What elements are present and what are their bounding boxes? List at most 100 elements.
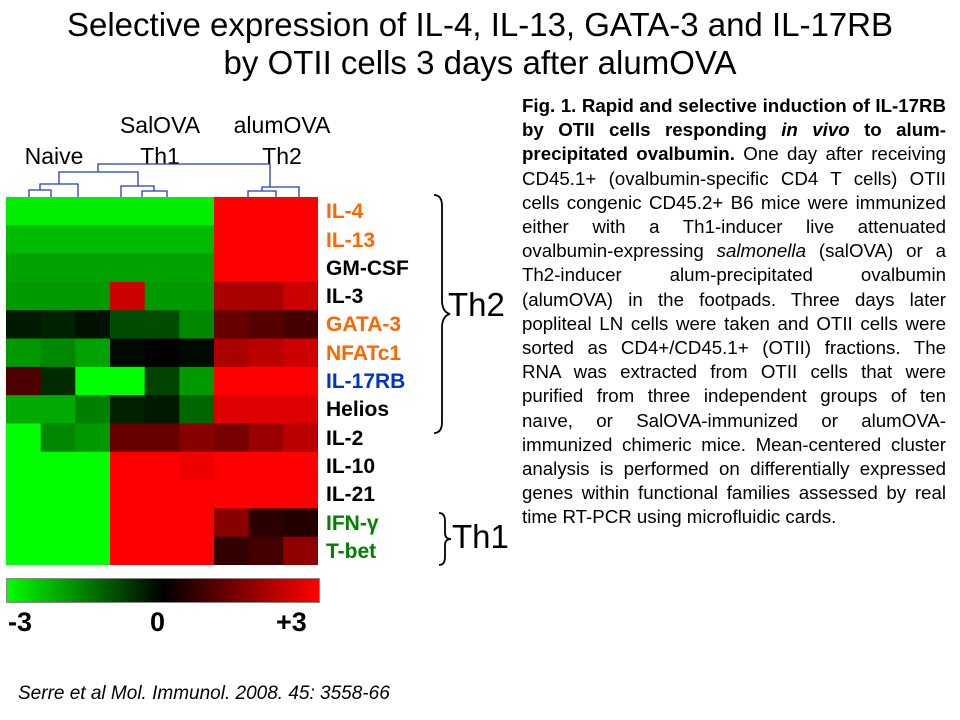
- heatmap-cell: [6, 395, 42, 425]
- heatmap-cell: [214, 197, 250, 226]
- heatmap-cell: [110, 508, 146, 538]
- group-label-salova: SalOVA: [119, 112, 201, 138]
- heatmap-cell: [6, 253, 42, 283]
- heatmap-cell: [144, 338, 180, 368]
- color-scale-tick-max: +3: [276, 607, 307, 637]
- heatmap-cell: [75, 423, 111, 453]
- heatmap-cell: [144, 253, 180, 283]
- heatmap-cell: [6, 536, 42, 565]
- heatmap-cell: [248, 423, 284, 453]
- heatmap-cell: [110, 197, 146, 226]
- heatmap-cell: [6, 281, 42, 311]
- heatmap-cell: [214, 225, 250, 255]
- heatmap-cell: [110, 225, 146, 255]
- gene-label: T-bet: [326, 539, 377, 563]
- heatmap-cell: [214, 310, 250, 340]
- citation: Serre et al Mol. Immunol. 2008. 45: 3558…: [18, 683, 390, 704]
- heatmap-cell: [283, 310, 318, 340]
- gene-label: IL-2: [326, 426, 364, 450]
- heatmap-cell: [75, 225, 111, 255]
- heatmap-cell: [40, 225, 76, 255]
- heatmap-cell: [179, 423, 215, 453]
- color-scale-tick-mid: 0: [150, 607, 166, 637]
- heatmap-cell: [283, 338, 318, 368]
- heatmap-cell: [144, 395, 180, 425]
- heatmap-cell: [110, 338, 146, 368]
- heatmap-cell: [248, 281, 284, 311]
- heatmap-cell: [248, 536, 284, 565]
- heatmap-cell: [40, 480, 76, 509]
- heatmap-cell: [6, 310, 42, 340]
- heatmap-cell: [283, 197, 318, 226]
- heatmap-cell: [248, 253, 284, 283]
- gene-label: IL-21: [326, 483, 376, 507]
- figure-caption: Fig. 1. Rapid and selective induction of…: [522, 94, 946, 530]
- heatmap-cell: [110, 423, 146, 453]
- group-label-alumova-th2: Th2: [262, 143, 302, 169]
- heatmap-cell: [110, 366, 146, 396]
- title-line-1: Selective expression of IL-4, IL-13, GAT…: [66, 6, 893, 43]
- heatmap-cell: [179, 253, 215, 283]
- heatmap-cell: [40, 338, 76, 368]
- heatmap-cell: [214, 281, 250, 311]
- heatmap-cell: [214, 338, 250, 368]
- heatmap-cell: [144, 536, 180, 565]
- title-line-2: by OTII cells 3 days after alumOVA: [223, 44, 737, 81]
- heatmap-cell: [214, 395, 250, 425]
- heatmap-cell: [75, 366, 111, 396]
- heatmap-cell: [75, 536, 111, 565]
- color-scale-bar: [6, 578, 320, 603]
- caption-text-1: One day after receiving CD45.1+ (ovalbum…: [522, 143, 946, 262]
- heatmap-cell: [283, 536, 318, 565]
- heatmap-cell: [214, 423, 250, 453]
- heatmap-cell: [6, 225, 42, 255]
- heatmap-cell: [40, 366, 76, 396]
- heatmap-cell: [283, 366, 318, 396]
- caption-italic: salmonella: [716, 240, 806, 262]
- heatmap-cell: [283, 225, 318, 255]
- heatmap-cell: [248, 310, 284, 340]
- gene-label: IL-4: [326, 200, 364, 224]
- heatmap-cell: [110, 253, 146, 283]
- caption-text-2: (salOVA) or a Th2-inducer alum-precipita…: [522, 240, 946, 528]
- group-label-naive: Naive: [24, 143, 84, 169]
- heatmap-cell: [6, 366, 42, 396]
- heatmap-cell: [6, 508, 42, 538]
- heatmap-cell: [179, 395, 215, 425]
- heatmap-cell: [40, 197, 76, 226]
- page-title: Selective expression of IL-4, IL-13, GAT…: [0, 6, 960, 82]
- heatmap-cell: [144, 480, 180, 509]
- caption-bold-italic: in vivo: [781, 119, 850, 141]
- gene-label: IL-13: [326, 228, 376, 252]
- heatmap-cell: [179, 451, 215, 481]
- heatmap-cell: [248, 480, 284, 509]
- gene-label: NFATc1: [326, 341, 402, 365]
- heatmap-cell: [6, 423, 42, 453]
- heatmap-cell: [40, 423, 76, 453]
- heatmap-cell: [75, 197, 111, 226]
- heatmap-cell: [179, 536, 215, 565]
- heatmap-cell: [75, 395, 111, 425]
- heatmap: [6, 197, 318, 565]
- gene-label: GATA-3: [326, 313, 402, 337]
- heatmap-cell: [75, 480, 111, 509]
- heatmap-cell: [283, 395, 318, 425]
- heatmap-cell: [110, 281, 146, 311]
- color-scale-tick-min: -3: [8, 607, 33, 637]
- heatmap-cell: [248, 395, 284, 425]
- heatmap-cell: [40, 395, 76, 425]
- heatmap-cell: [248, 197, 284, 226]
- heatmap-cell: [283, 480, 318, 509]
- group-label-salova-th1: Th1: [140, 143, 180, 169]
- heatmap-cell: [248, 225, 284, 255]
- heatmap-cell: [179, 338, 215, 368]
- heatmap-cell: [248, 451, 284, 481]
- heatmap-cell: [75, 508, 111, 538]
- heatmap-cell: [40, 451, 76, 481]
- heatmap-cell: [283, 423, 318, 453]
- caption-bold-1: Fig. 1. Rapid and selective induction of…: [522, 95, 946, 141]
- heatmap-cell: [110, 395, 146, 425]
- heatmap-cell: [179, 225, 215, 255]
- gene-label: IL-3: [326, 285, 364, 309]
- heatmap-cell: [214, 366, 250, 396]
